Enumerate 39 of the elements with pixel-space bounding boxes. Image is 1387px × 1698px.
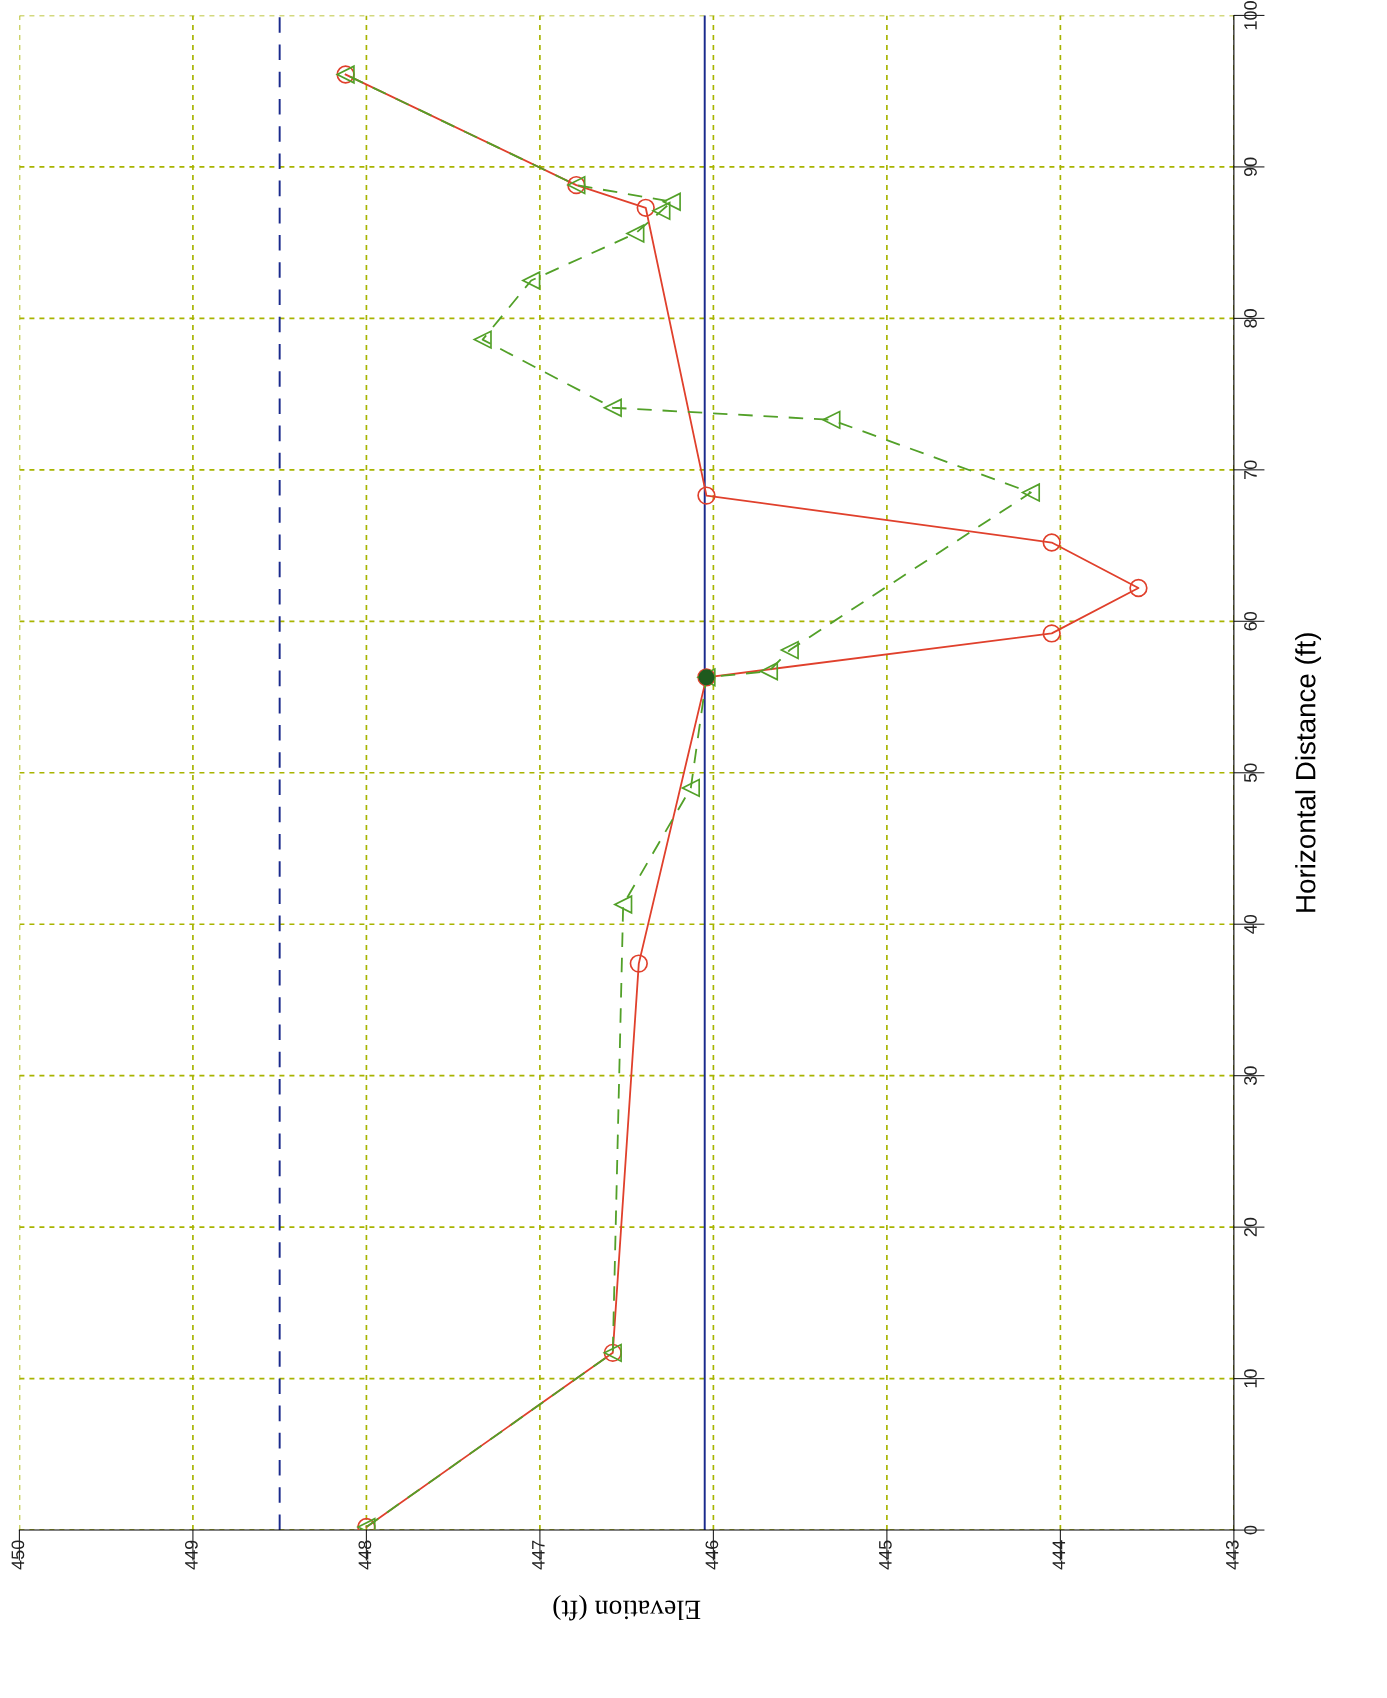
y-tick-label: 0 [1244,1525,1257,1535]
point [697,486,716,505]
y-tick-label: 40 [1244,914,1257,934]
x-tick-label: 446 [705,1540,719,1570]
y-tick-label: 90 [1244,157,1257,177]
point [1042,533,1061,552]
point [522,271,541,290]
x-tick-label: 443 [1225,1540,1239,1570]
point [681,778,701,798]
point [636,198,655,217]
point [1042,624,1061,643]
y-tick-label: 30 [1244,1066,1257,1086]
x-tick-label: 450 [11,1540,25,1570]
y-tick-label: 60 [1244,611,1257,631]
y-tick-label: 70 [1244,460,1257,479]
point [473,330,492,349]
y-tick-label: 10 [1244,1369,1257,1388]
y-tick-label: 20 [1244,1217,1257,1237]
point [1129,578,1148,598]
y-tick-label: 50 [1244,763,1257,783]
point [662,192,681,211]
x-tick-label: 448 [358,1540,372,1570]
x-axis-title: Elevation (ft) [553,1594,701,1621]
point [629,954,648,973]
point [614,895,633,914]
point [603,398,622,417]
point [759,662,779,681]
y-tick-label: 80 [1244,309,1257,328]
point [1021,483,1041,502]
x-tick-label: 445 [879,1540,892,1570]
point [780,640,799,660]
point [822,410,841,430]
y-tick-label: 100 [1244,1,1257,30]
x-tick-label: 444 [1052,1540,1066,1570]
y-axis-title: Horizontal Distance (ft) [1295,633,1322,912]
point [626,224,645,243]
point [652,201,671,221]
x-tick-label: 447 [532,1540,545,1570]
x-tick-label: 449 [184,1540,198,1570]
